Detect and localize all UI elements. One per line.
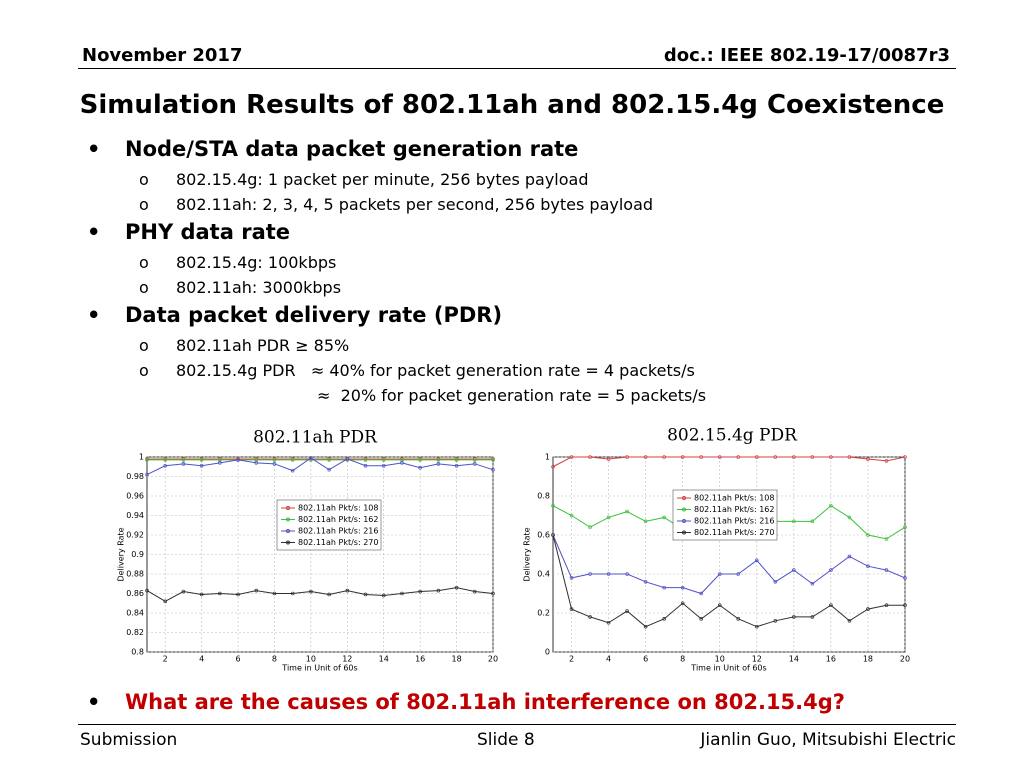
sub-text: 802.11ah: 3000kbps — [176, 278, 342, 297]
y-tick-label: 0.82 — [126, 628, 144, 637]
y-tick-label: 0.6 — [537, 531, 550, 540]
x-tick-label: 14 — [379, 655, 389, 664]
legend-label: 802.11ah Pkt/s: 216 — [298, 527, 378, 536]
y-tick-label: 0.92 — [126, 531, 144, 540]
chart-title: 802.11ah PDR — [253, 428, 378, 448]
x-axis-label: Time in Unit of 60s — [281, 664, 357, 673]
sub-text: 802.11ah PDR ≥ 85% — [176, 336, 350, 355]
bullet: • — [87, 220, 101, 244]
legend-dot — [682, 507, 686, 512]
legend-label: 802.11ah Pkt/s: 162 — [694, 505, 774, 514]
sub-bullet: o — [139, 336, 149, 355]
y-tick-label: 0.4 — [537, 570, 550, 579]
y-tick-label: 0.8 — [131, 648, 144, 657]
sub-bullet: o — [139, 361, 149, 380]
y-tick-label: 0.84 — [126, 609, 144, 618]
y-tick-label: 0.9 — [131, 550, 144, 559]
y-tick-label: 0.8 — [537, 492, 550, 501]
x-tick-label: 6 — [236, 655, 241, 664]
x-tick-label: 10 — [715, 655, 725, 664]
data-line — [145, 585, 495, 604]
bullet: • — [87, 303, 101, 327]
x-tick-label: 16 — [415, 655, 425, 664]
sub-text: 802.15.4g: 1 packet per minute, 256 byte… — [176, 170, 589, 189]
x-tick-label: 6 — [643, 655, 648, 664]
sub-text: 802.15.4g PDR ≈ 40% for packet generatio… — [176, 361, 695, 380]
footer-center: Slide 8 — [477, 730, 535, 750]
legend-dot — [682, 496, 686, 500]
sub-bullet: o — [139, 195, 149, 214]
x-tick-label: 4 — [199, 655, 204, 664]
slide-title: Simulation Results of 802.11ah and 802.1… — [79, 90, 945, 120]
legend-label: 802.11ah Pkt/s: 108 — [694, 494, 774, 503]
bullet-text: Node/STA data packet generation rate — [125, 137, 579, 161]
y-tick-label: 1 — [545, 453, 550, 462]
x-tick-label: 20 — [488, 655, 498, 664]
y-tick-label: 0.96 — [126, 492, 144, 501]
header-date: November 2017 — [82, 45, 243, 66]
bullet-text: Data packet delivery rate (PDR) — [125, 303, 503, 327]
question: What are the causes of 802.11ah interfer… — [125, 690, 845, 714]
x-axis-label: Time in Unit of 60s — [690, 664, 766, 673]
legend-label: 802.11ah Pkt/s: 270 — [694, 528, 774, 537]
sub-bullet: o — [139, 278, 149, 297]
x-tick-label: 14 — [789, 655, 799, 664]
data-line — [145, 456, 495, 477]
x-tick-label: 8 — [272, 655, 277, 664]
legend-dot — [682, 519, 686, 523]
sub-text: ≈ 20% for packet generation rate = 5 pac… — [317, 386, 707, 405]
y-axis-label: Delivery Rate — [523, 527, 532, 581]
legend-label: 802.11ah Pkt/s: 162 — [298, 515, 378, 524]
footer-left: Submission — [80, 730, 178, 750]
y-tick-label: 0.94 — [126, 511, 144, 520]
footer-right: Jianlin Guo, Mitsubishi Electric — [700, 730, 956, 750]
legend-dot — [286, 517, 290, 522]
legend-label: 802.11ah Pkt/s: 216 — [694, 517, 774, 526]
bullet: • — [87, 137, 101, 161]
header-rule — [78, 68, 956, 69]
sub-text: 802.15.4g: 100kbps — [176, 253, 337, 272]
x-tick-label: 18 — [451, 655, 461, 664]
y-tick-label: 0.98 — [126, 472, 144, 481]
y-tick-label: 0.2 — [537, 609, 550, 618]
legend-label: 802.11ah Pkt/s: 270 — [298, 538, 378, 547]
y-tick-label: 0 — [545, 648, 550, 657]
legend-dot — [286, 540, 290, 545]
x-tick-label: 2 — [163, 655, 168, 664]
sub-bullet: o — [139, 170, 149, 189]
chart-title: 802.15.4g PDR — [667, 426, 798, 446]
y-tick-label: 1 — [139, 453, 144, 462]
legend-dot — [286, 506, 290, 510]
bullet: • — [87, 690, 101, 714]
sub-bullet: o — [139, 253, 149, 272]
x-tick-label: 10 — [306, 655, 316, 664]
x-tick-label: 4 — [606, 655, 611, 664]
x-tick-label: 12 — [342, 655, 352, 664]
legend-dot — [682, 530, 686, 535]
data-line — [551, 455, 907, 469]
y-tick-label: 0.88 — [126, 570, 144, 579]
sub-text: 802.11ah: 2, 3, 4, 5 packets per second,… — [176, 195, 654, 214]
y-tick-label: 0.86 — [126, 589, 144, 598]
x-tick-label: 18 — [863, 655, 873, 664]
data-line — [551, 533, 907, 629]
x-tick-label: 20 — [900, 655, 910, 664]
footer-rule — [78, 724, 956, 725]
plot-area — [552, 456, 906, 653]
bullet-text: PHY data rate — [125, 220, 291, 244]
legend-label: 802.11ah Pkt/s: 108 — [298, 504, 378, 513]
x-tick-label: 12 — [752, 655, 762, 664]
x-tick-label: 2 — [569, 655, 574, 664]
header-doc: doc.: IEEE 802.19-17/0087r3 — [663, 45, 950, 66]
legend-dot — [286, 529, 290, 533]
x-tick-label: 8 — [680, 655, 685, 664]
x-tick-label: 16 — [826, 655, 836, 664]
y-axis-label: Delivery Rate — [117, 527, 126, 581]
